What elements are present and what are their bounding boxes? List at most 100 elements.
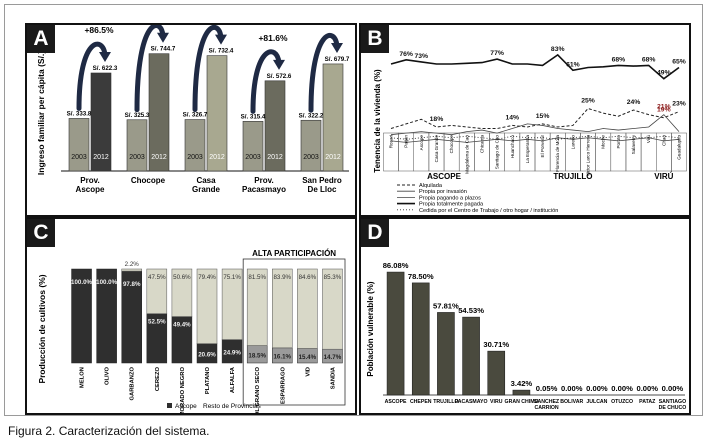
category-label: Casa Grande bbox=[434, 135, 439, 163]
category-label: CEREZO bbox=[155, 367, 161, 392]
bar-resto bbox=[146, 268, 168, 314]
data-label-resto: 81.5% bbox=[248, 274, 266, 281]
category-label: Victor Larco Herrera bbox=[586, 135, 591, 177]
category-label: MELON bbox=[80, 367, 86, 388]
category-label: Florencia de Mora bbox=[555, 135, 560, 172]
category-label: JULCAN bbox=[586, 399, 607, 405]
category-label: OTUZCO bbox=[611, 399, 633, 405]
figure-caption: Figura 2. Caracterización del sistema. bbox=[8, 424, 210, 438]
category-label: CHEPEN bbox=[410, 399, 432, 405]
data-label: 0.05% bbox=[536, 384, 558, 393]
data-label: 57.81% bbox=[433, 301, 459, 310]
data-label: 14% bbox=[505, 114, 519, 121]
data-label: 68% bbox=[642, 56, 656, 63]
category-label: Paiján bbox=[404, 135, 409, 148]
bar-2012 bbox=[90, 72, 112, 172]
data-label: 73% bbox=[415, 53, 429, 60]
data-label-ascope: 15.4% bbox=[299, 354, 317, 361]
growth-arrow bbox=[76, 41, 108, 111]
data-label-resto: 50.6% bbox=[173, 274, 191, 281]
category-label: ESPARRAGO bbox=[280, 367, 286, 404]
category-label: SANTIAGO DE CHUCO bbox=[659, 399, 687, 411]
category-label: Prov. Pacasmayo bbox=[242, 176, 286, 194]
legend-label: Propia por invasión bbox=[419, 189, 467, 195]
bar bbox=[462, 316, 480, 396]
data-label: 0.00% bbox=[636, 384, 658, 393]
figure-frame: A Ingreso familiar per cápita (S/.) 2003 2… bbox=[4, 4, 703, 416]
category-label: Chicama bbox=[479, 135, 484, 154]
category-label: OLIVO bbox=[105, 367, 111, 386]
growth-arrow bbox=[250, 49, 282, 114]
growth-arrow-head bbox=[157, 32, 169, 43]
data-label: 76% bbox=[399, 51, 413, 58]
data-label: 54.53% bbox=[458, 306, 484, 315]
category-label: Rosari bbox=[389, 135, 394, 148]
category-label: El Porvenir bbox=[540, 135, 545, 158]
series-label-2012: 2012 bbox=[209, 154, 225, 161]
bar-resto bbox=[246, 268, 268, 346]
category-label: Prov. Ascope bbox=[76, 176, 105, 194]
series-label-2003: 2003 bbox=[303, 154, 319, 161]
category-label: Poroto bbox=[616, 135, 621, 149]
data-label: 61% bbox=[566, 61, 580, 68]
data-label-resto: 75.1% bbox=[223, 274, 241, 281]
data-label-2012: S/. 572.6 bbox=[267, 73, 292, 80]
bar-2012 bbox=[206, 55, 228, 172]
panel-b-housing-chart: B Tenencia de la vivienda (%) 76% 73% 77% 83… bbox=[359, 23, 691, 217]
growth-arrow bbox=[192, 25, 224, 113]
data-label: 21% bbox=[657, 104, 671, 111]
data-label-ascope: 97.8% bbox=[123, 281, 141, 288]
data-label-resto: 79.4% bbox=[198, 274, 216, 281]
category-label: Magdalena de Cao bbox=[464, 135, 469, 174]
housing-line-chart: Tenencia de la vivienda (%) 76% 73% 77% 83% 6… bbox=[373, 46, 687, 214]
category-label: TRUJILLO bbox=[433, 399, 458, 405]
data-label: 86.08% bbox=[383, 261, 409, 270]
group-label: ASCOPE bbox=[427, 172, 461, 181]
data-label-2012: S/. 622.3 bbox=[93, 65, 118, 72]
series-label-2012: 2012 bbox=[151, 154, 167, 161]
highlight-label: ALTA PARTICIPACIÓN bbox=[252, 249, 336, 258]
data-label-ascope: 100.0% bbox=[96, 279, 117, 286]
series-label-2012: 2012 bbox=[93, 154, 109, 161]
data-label-ascope: 24.9% bbox=[223, 349, 241, 356]
data-label-resto: 85.3% bbox=[324, 274, 342, 281]
bar-resto bbox=[196, 268, 218, 344]
growth-label: +110.9% bbox=[314, 25, 348, 26]
category-label: FRIJOL GRANO SECO bbox=[255, 367, 261, 413]
growth-arrow bbox=[308, 32, 340, 113]
data-label-resto: 2.2% bbox=[125, 261, 140, 268]
series-label-2012: 2012 bbox=[267, 154, 283, 161]
group-label: TRUJILLO bbox=[553, 172, 592, 181]
bar-2012 bbox=[264, 80, 286, 172]
panel-d-vulnerable-chart: D Población vulnerable (%) 86.08% ASCOPE 78… bbox=[359, 217, 691, 415]
growth-arrow-head bbox=[99, 51, 111, 62]
category-label: Casa Grande bbox=[192, 176, 221, 194]
data-label-2012: S/. 732.4 bbox=[209, 48, 234, 55]
data-label: 23% bbox=[672, 101, 686, 108]
category-label: Salaverry bbox=[631, 134, 636, 154]
category-label: Ascope bbox=[419, 135, 424, 151]
data-label-2003: S/. 325.3 bbox=[125, 112, 150, 119]
legend-label: Alquilada bbox=[419, 183, 443, 189]
bar-2012 bbox=[322, 63, 344, 172]
category-label: Chao bbox=[661, 135, 666, 146]
category-label: SANCHEZ CARRION bbox=[534, 399, 560, 411]
data-label: 65% bbox=[672, 59, 686, 66]
bar-2003 bbox=[68, 118, 90, 172]
data-label: 25% bbox=[581, 98, 595, 105]
data-label: 24% bbox=[627, 99, 641, 106]
bar-ascope bbox=[71, 268, 92, 364]
category-label: ASCOPE bbox=[385, 399, 407, 405]
data-label-ascope: 16.1% bbox=[273, 353, 291, 360]
panel-b-letter: B bbox=[361, 25, 389, 53]
category-label: VIRU bbox=[490, 399, 503, 405]
data-label-2003: S/. 322.2 bbox=[299, 112, 324, 119]
data-label: 49% bbox=[657, 70, 671, 77]
bar bbox=[437, 312, 455, 396]
growth-arrow-head bbox=[215, 34, 227, 45]
bar-2003 bbox=[300, 119, 322, 172]
category-label: Huanchaco bbox=[510, 135, 515, 159]
series-line bbox=[390, 53, 680, 80]
bar-2012 bbox=[148, 53, 170, 172]
category-label: Laredo bbox=[570, 135, 575, 150]
